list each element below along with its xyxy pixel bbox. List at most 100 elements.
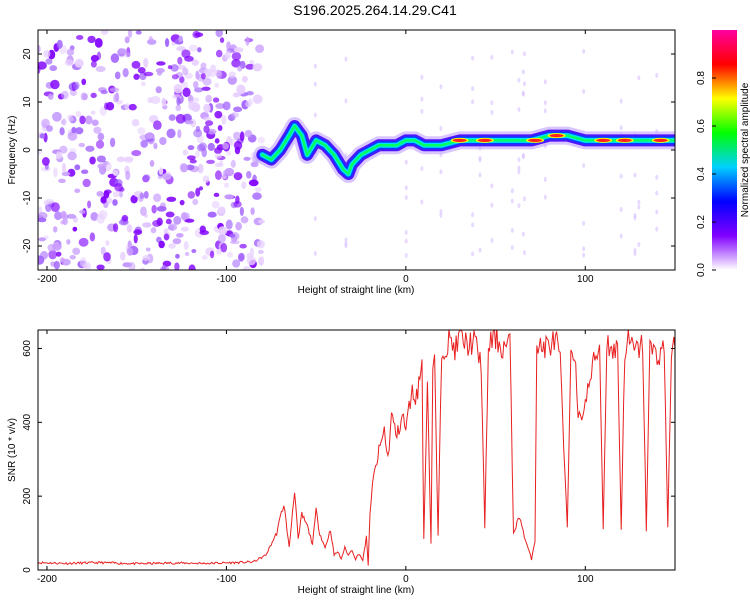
spectrogram-noise-blob (220, 242, 228, 253)
snr-series-line (38, 330, 675, 566)
spectrogram-streak (490, 202, 494, 208)
spectrogram-noise-blob (181, 81, 189, 89)
spectrogram-noise-blob (140, 206, 147, 217)
spectrogram-noise-blob (245, 63, 255, 70)
spectrogram-streak (404, 253, 408, 259)
spectrogram-streak (521, 90, 525, 96)
spectrogram-streak (420, 166, 424, 172)
spectrogram-noise-blob (171, 74, 179, 80)
spectrogram-noise-blob (143, 71, 154, 77)
spectrogram-noise-blob (205, 94, 212, 103)
spectrogram-streak (521, 154, 525, 160)
spectrogram-streak (582, 252, 586, 258)
spectrogram-noise-blob (150, 227, 157, 234)
snr-plot-area (38, 330, 675, 570)
spectrogram-noise-blob (97, 132, 105, 141)
spectrogram-noise-blob (164, 38, 170, 48)
spectrogram-noise-blob (124, 156, 134, 162)
spectrogram-noise-blob (142, 174, 151, 181)
spectrogram-noise-blob (233, 200, 242, 208)
spectrogram-noise-blob (257, 219, 265, 224)
spectrogram-noise-blob (226, 41, 231, 51)
spectrogram-noise-blob (245, 36, 250, 46)
spectrogram-noise-blob (156, 61, 166, 66)
spectrogram-noise-blob (215, 49, 223, 58)
spectrogram-streak (510, 245, 514, 251)
spectrogram-noise-blob (206, 159, 216, 165)
spectrogram-peak (617, 138, 632, 142)
snr-panel: -200 -100 0 100 0 200 400 600 Height of straig… (7, 329, 676, 596)
spectrogram-noise-blob (95, 140, 105, 149)
spectrogram-noise-blob (96, 190, 104, 197)
spectrogram-noise-blob (249, 60, 255, 65)
spectrogram-streak (313, 81, 317, 87)
spectrogram-noise-blob (38, 44, 41, 54)
spectrogram-x-label: Height of straight line (km) (298, 285, 415, 296)
spectrogram-noise-blob (183, 240, 189, 251)
spectrogram-noise-blob (196, 144, 206, 152)
spectrogram-streak (344, 56, 348, 62)
spectrogram-y-tick-label: 0 (22, 147, 33, 153)
spectrogram-streak (543, 100, 547, 106)
spectrogram-noise-blob (118, 191, 123, 198)
spectrogram-noise-blob (217, 233, 226, 244)
spectrogram-noise-blob (126, 224, 133, 233)
spectrogram-noise-blob (237, 65, 243, 72)
spectrogram-noise-blob (195, 187, 201, 197)
colorbar-swatch (712, 30, 737, 270)
spectrogram-peak (477, 138, 492, 142)
spectrogram-noise-blob (186, 155, 196, 161)
spectrogram-noise-blob (250, 207, 255, 216)
spectrogram-noise-blob (228, 71, 236, 79)
spectrogram-noise-blob (211, 200, 220, 209)
spectrogram-noise-blob (100, 196, 107, 204)
snr-frame (37, 329, 676, 571)
spectrogram-noise-blob (158, 167, 164, 175)
spectrogram-noise-blob (177, 56, 183, 65)
snr-y-tick-label: 0 (22, 567, 33, 573)
spectrogram-noise-blob (104, 102, 109, 110)
spectrogram-noise-blob (170, 64, 179, 72)
spectrogram-noise-blob (66, 239, 71, 245)
spectrogram-noise-blob (140, 139, 148, 148)
spectrogram-streak (619, 233, 623, 239)
spectrogram-noise-blob (236, 84, 246, 95)
spectrogram-noise-blob (59, 127, 65, 136)
spectrogram-noise-blob (41, 118, 50, 128)
spectrogram-noise-blob (55, 251, 62, 257)
spectrogram-noise-blob (168, 243, 176, 249)
spectrogram-noise-blob (95, 65, 106, 73)
colorbar-tick-label: 0.8 (696, 71, 707, 85)
spectrogram-noise-blob (125, 170, 131, 181)
snr-x-axis: -200 -100 0 100 (37, 330, 594, 585)
spectrogram-noise-blob (109, 87, 120, 93)
spectrogram-streak (619, 98, 623, 104)
spectrogram-noise-blob (81, 78, 87, 86)
spectrogram-streak (313, 112, 317, 118)
spectrogram-noise-blob (256, 239, 265, 249)
spectrogram-noise-blob (40, 251, 49, 260)
spectrogram-noise-blob (158, 240, 165, 249)
spectrogram-streak (517, 77, 521, 83)
spectrogram-streak (490, 100, 494, 106)
spectrogram-noise-blob (66, 48, 75, 56)
spectrogram-noise-blob (55, 151, 63, 160)
spectrogram-noise-blob (245, 171, 252, 179)
spectrogram-noise-blob (67, 151, 77, 161)
spectrogram-noise-blob (250, 161, 259, 168)
spectrogram-noise-blob (91, 119, 99, 127)
spectrogram-noise-blob (201, 254, 208, 260)
spectrogram-ridge-band (261, 124, 675, 176)
snr-x-tick-label: 100 (577, 574, 594, 585)
spectrogram-noise-blob (89, 156, 96, 165)
spectrogram-noise-blob (125, 52, 131, 58)
spectrogram-noise-blob (139, 134, 150, 141)
spectrogram-streak (543, 176, 547, 182)
spectrogram-noise-blob (131, 150, 142, 157)
spectrogram-streak (637, 75, 641, 81)
spectrogram-noise-blob (128, 261, 136, 270)
spectrogram-streak (510, 228, 514, 234)
spectrogram-noise-blob (38, 149, 43, 155)
spectrogram-streak (517, 203, 521, 209)
spectrogram-noise-blob (122, 68, 129, 78)
